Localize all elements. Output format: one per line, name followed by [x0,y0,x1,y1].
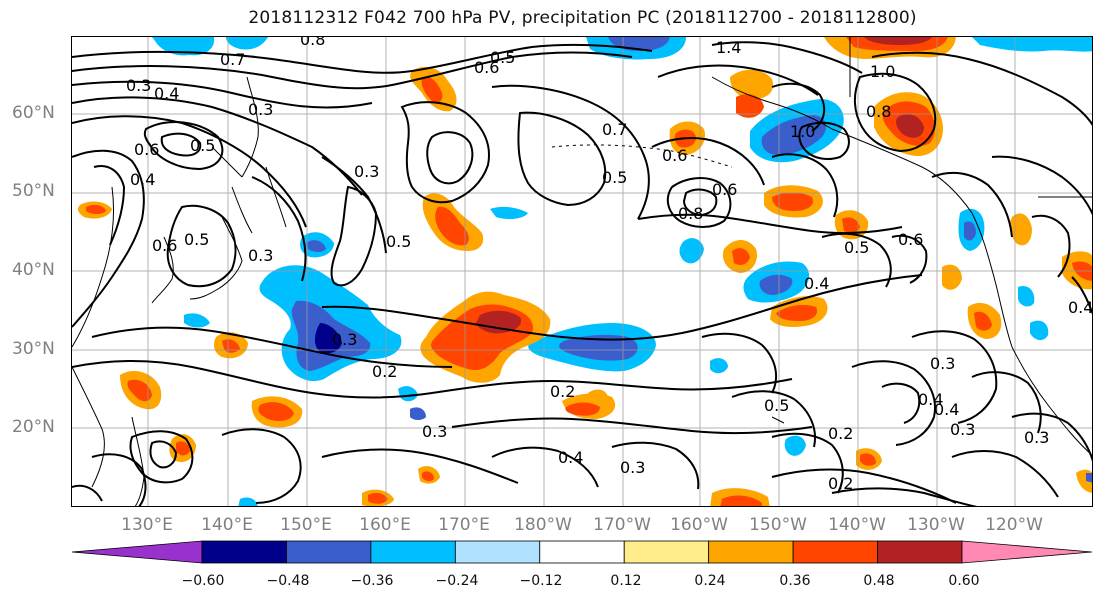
contour-label: 0.4 [558,448,583,467]
map-panel: 0.8 0.5 0.7 0.6 1.4 1.0 0.3 0.4 0.8 1.0 … [71,36,1093,507]
lat-label-20n: 20°N [12,417,55,437]
colorbar-bin [286,540,372,564]
contour-label: 1.0 [870,62,895,81]
lon-label-150e: 150°E [280,515,332,535]
contour-label: 0.5 [184,230,209,249]
contour-label: 0.6 [152,236,177,255]
lon-label-160e: 160°E [359,515,411,535]
colorbar-bin [792,540,878,564]
contour-label: 0.3 [422,422,447,441]
colorbar-bin [201,540,287,564]
contour-label: 0.8 [866,102,891,121]
lon-label-170w: 170°W [593,515,651,535]
contour-label: 0.7 [220,50,245,69]
contour-label: 0.3 [332,330,357,349]
contour-label: 0.5 [490,48,515,67]
colorbar [71,540,1093,564]
contour-label: 0.5 [602,168,627,187]
colorbar-tick: 0.48 [863,573,895,589]
colorbar-tick: 0.60 [948,573,980,589]
colorbar-extension-high [961,540,1093,564]
map-canvas: 0.8 0.5 0.7 0.6 1.4 1.0 0.3 0.4 0.8 1.0 … [72,37,1093,506]
colorbar-segments [71,540,1093,564]
contour-label: 0.8 [300,37,325,49]
contour-label: 0.3 [248,246,273,265]
contour-label: 0.3 [620,458,645,477]
contour-label: 0.5 [844,238,869,257]
lon-label-170e: 170°E [438,515,490,535]
contour-labels: 0.8 0.5 0.7 0.6 1.4 1.0 0.3 0.4 0.8 1.0 … [126,37,1093,493]
coastlines [72,37,1092,506]
contour-label: 0.2 [550,382,575,401]
gridlines [72,37,1092,506]
contour-label: 0.5 [764,396,789,415]
colorbar-tick: 0.24 [694,573,726,589]
contour-label: 0.4 [804,274,829,293]
colorbar-bin [877,540,963,564]
lon-label-160w: 160°W [670,515,728,535]
contour-label: 0.2 [828,424,853,443]
contour-label: 0.4 [154,84,179,103]
lon-label-130e: 130°E [121,515,173,535]
colorbar-bin [539,540,625,564]
lon-label-150w: 150°W [749,515,807,535]
contour-label: 0.5 [190,136,215,155]
contour-label: 0.8 [678,204,703,223]
lon-label-140e: 140°E [201,515,253,535]
contour-label: 0.5 [386,232,411,251]
contour-label: 0.6 [662,146,687,165]
pv-contours [72,41,1092,506]
colorbar-extension-low [71,540,203,564]
contour-label: 0.4 [918,390,943,409]
contour-label: 0.4 [934,400,959,419]
colorbar-tick: −0.60 [181,573,225,589]
colorbar-tick: 0.12 [610,573,642,589]
contour-label: 0.2 [828,474,853,493]
lon-label-130w: 130°W [907,515,965,535]
contour-label: 0.4 [130,170,155,189]
contour-label: 1.4 [716,38,741,57]
colorbar-tick: −0.24 [435,573,479,589]
contour-label: 0.3 [354,162,379,181]
contour-label: 0.2 [372,362,397,381]
lat-label-60n: 60°N [12,103,55,123]
lon-label-120w: 120°W [985,515,1043,535]
colorbar-tick: −0.12 [519,573,563,589]
colorbar-bin [370,540,456,564]
colorbar-bin [708,540,794,564]
lon-label-180w: 180°W [514,515,572,535]
colorbar-tick: −0.36 [350,573,394,589]
colorbar-tick: −0.48 [266,573,310,589]
contour-label: 0.6 [134,140,159,159]
lat-label-30n: 30°N [12,339,55,359]
colorbar-bin [623,540,710,564]
contour-label: 0.6 [712,180,737,199]
contour-label: 0.3 [248,100,273,119]
colorbar-tick: 0.36 [779,573,811,589]
contour-label: 1.0 [790,122,815,141]
lat-label-40n: 40°N [12,260,55,280]
map-title: 2018112312 F042 700 hPa PV, precipitatio… [248,8,917,28]
contour-label: 0.6 [474,58,499,77]
contour-label: 0.7 [602,120,627,139]
contour-label: 0.3 [930,354,955,373]
lat-label-50n: 50°N [12,181,55,201]
contour-label: 0.6 [898,230,923,249]
contour-label: 0.3 [126,76,151,95]
colorbar-bin [454,540,541,564]
contour-label: 0.3 [1024,428,1049,447]
lon-label-140w: 140°W [828,515,886,535]
contour-label: 0.3 [950,420,975,439]
contour-label: 0.4 [1068,298,1093,317]
